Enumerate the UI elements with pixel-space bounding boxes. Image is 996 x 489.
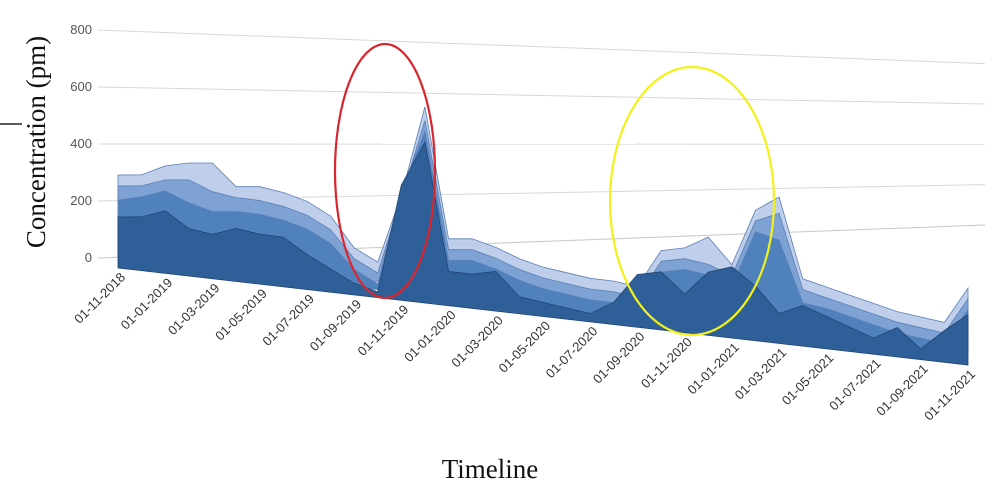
- x-tick-label: 01-11-2019: [354, 302, 411, 359]
- yellow-highlight-ellipse: [608, 65, 776, 337]
- y-tick-label: 800: [70, 22, 92, 37]
- x-tick-label: 01-03-2019: [165, 280, 223, 338]
- x-tick-label: 01-05-2021: [779, 350, 837, 408]
- series-areas: [117, 106, 969, 366]
- y-axis-title: Concentration (pm): [21, 36, 51, 248]
- x-tick-label: 01-01-2020: [401, 307, 459, 365]
- series-area-4: [117, 141, 969, 366]
- x-tick-label: 01-09-2020: [590, 329, 648, 387]
- x-tick-label: 01-05-2020: [495, 318, 553, 376]
- y-tick-label: 200: [70, 193, 92, 208]
- x-tick-label: 01-11-2018: [71, 270, 128, 327]
- x-tick-label: 01-03-2021: [732, 345, 790, 403]
- red-highlight-ellipse: [333, 42, 437, 300]
- x-tick-label: 01-11-2020: [638, 334, 695, 391]
- y-tick-labels: 0 200 400 600 800: [70, 22, 92, 265]
- y-tick-label: 600: [70, 79, 92, 94]
- y-tick-label: 0: [85, 250, 92, 265]
- x-tick-label: 01-09-2019: [307, 296, 365, 354]
- x-axis-title: Timeline: [442, 454, 539, 484]
- y-tick-label: 400: [70, 136, 92, 151]
- x-tick-label: 01-07-2019: [259, 291, 317, 349]
- x-tick-label: 01-09-2021: [873, 361, 931, 419]
- x-tick-label: 01-03-2020: [448, 313, 506, 371]
- gridline: [97, 29, 986, 65]
- annotations: [333, 42, 776, 337]
- x-tick-label: 01-01-2021: [684, 340, 742, 398]
- x-tick-label: 01-11-2021: [921, 367, 978, 424]
- x-tick-label: 01-07-2021: [826, 356, 884, 414]
- x-tick-label: 01-07-2020: [543, 323, 601, 381]
- x-tick-label: 01-05-2019: [212, 286, 270, 344]
- gridline: [97, 86, 986, 105]
- x-tick-label: 01-01-2019: [118, 275, 176, 333]
